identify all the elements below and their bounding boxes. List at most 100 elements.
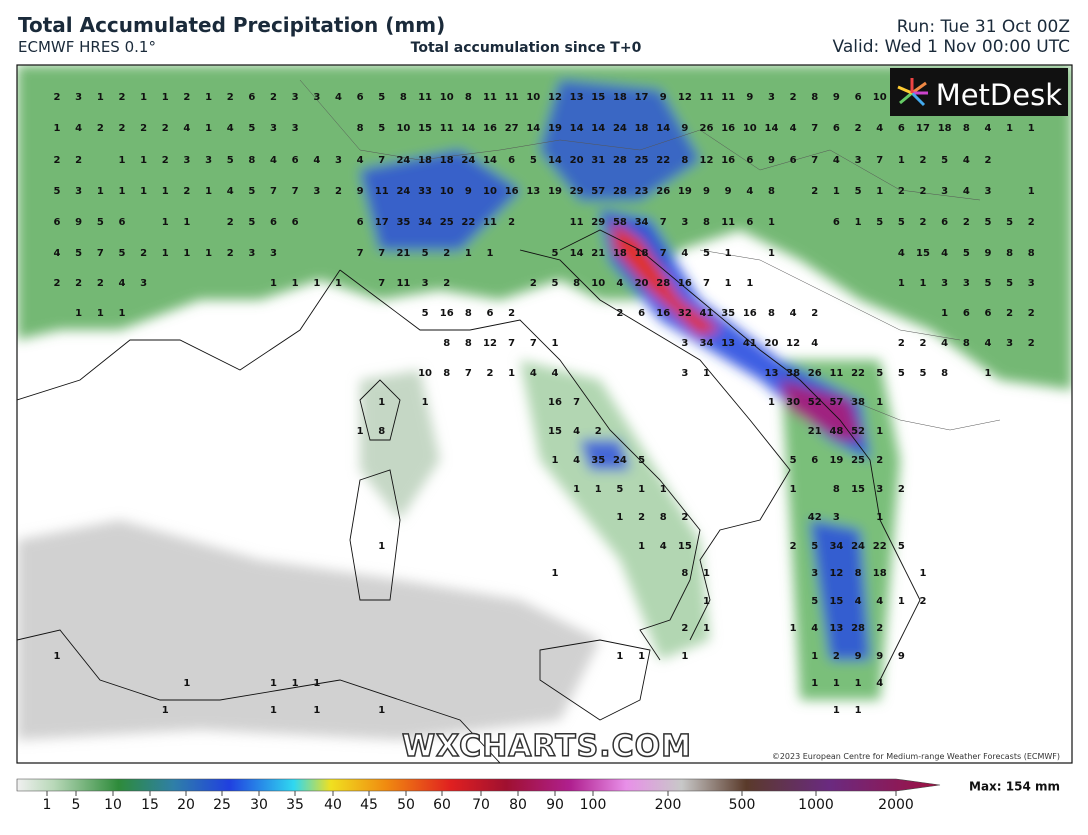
precip-label: 2 [855,123,862,134]
precip-label: 3 [963,278,970,289]
precip-label: 8 [1006,248,1013,259]
precip-label: 1 [898,596,905,607]
precip-label: 1 [898,155,905,166]
precip-label: 17 [916,123,930,134]
precip-label: 1 [768,397,775,408]
precip-label: 16 [678,278,692,289]
precip-label: 1 [703,368,710,379]
precip-label: 4 [941,248,948,259]
precip-label: 4 [357,155,364,166]
precip-label: 4 [313,155,320,166]
precip-label: 1 [487,248,494,259]
precip-label: 5 [876,368,883,379]
precip-label: 6 [357,92,364,103]
precip-label: 2 [508,308,515,319]
precip-label: 4 [790,308,797,319]
precip-label: 10 [483,186,497,197]
precip-label: 1 [876,397,883,408]
precip-label: 1 [855,217,862,228]
precip-label: 1 [313,705,320,716]
precip-label: 6 [487,308,494,319]
precip-label: 14 [570,248,584,259]
precip-label: 19 [548,123,562,134]
precip-label: 4 [616,278,623,289]
precip-label: 12 [829,568,843,579]
precip-label: 18 [613,248,627,259]
precip-label: 8 [465,338,472,349]
precip-label: 5 [248,123,255,134]
precip-label: 5 [1006,217,1013,228]
precip-label: 8 [768,186,775,197]
precip-label: 7 [811,123,818,134]
precip-label: 18 [938,123,952,134]
precip-label: 28 [613,186,627,197]
precip-label: 1 [292,278,299,289]
precip-label: 2 [183,186,190,197]
copyright: ©2023 European Centre for Medium-range W… [772,752,1060,761]
precip-label: 12 [786,338,800,349]
precip-label: 4 [75,123,82,134]
precip-label: 2 [1028,308,1035,319]
precip-label: 5 [551,278,558,289]
precip-label: 2 [118,123,125,134]
precip-label: 17 [375,217,389,228]
precip-label: 4 [898,248,905,259]
precip-label: 5 [638,455,645,466]
precip-label: 1 [790,484,797,495]
precip-label: 5 [963,248,970,259]
precip-label: 7 [508,338,515,349]
precip-label: 1 [465,248,472,259]
precip-label: 10 [743,123,757,134]
precip-label: 2 [183,92,190,103]
precip-label: 1 [811,678,818,689]
precip-label: 3 [681,368,688,379]
colorbar-tick-label: 1 [43,797,52,813]
precip-label: 9 [681,123,688,134]
precip-label: 2 [811,186,818,197]
precip-label: 19 [829,455,843,466]
precip-label: 4 [573,455,580,466]
precip-label: 2 [75,155,82,166]
precip-label: 2 [508,217,515,228]
precip-label: 6 [963,308,970,319]
precip-label: 1 [118,155,125,166]
precip-label: 13 [764,368,778,379]
precip-label: 1 [790,623,797,634]
precip-label: 4 [876,123,883,134]
precip-label: 10 [873,92,887,103]
precip-label: 16 [548,397,562,408]
precip-label: 8 [855,568,862,579]
precip-label: 11 [829,368,843,379]
precip-label: 1 [703,623,710,634]
precip-label: 6 [638,308,645,319]
precip-label: 10 [440,186,454,197]
precip-label: 10 [396,123,410,134]
precip-label: 5 [530,155,537,166]
precip-label: 2 [963,217,970,228]
precip-label: 1 [313,278,320,289]
precip-label: 5 [118,248,125,259]
precip-label: 2 [616,308,623,319]
precip-label: 4 [876,596,883,607]
precip-label: 14 [483,155,497,166]
colorbar [16,778,941,792]
precip-label: 2 [1006,308,1013,319]
colorbar-tick-label: 15 [141,797,159,813]
precip-label: 2 [335,186,342,197]
precip-label: 6 [508,155,515,166]
precip-label: 6 [811,455,818,466]
colorbar-ticks: 1 5 10 15 20 25 30 35 40 45 50 60 70 80 90 100 200 500 100… [43,791,914,813]
precip-label: 1 [855,705,862,716]
precip-label: 5 [248,217,255,228]
precip-label: 1 [162,705,169,716]
precip-label: 2 [75,278,82,289]
precip-label: 9 [855,651,862,662]
precip-label: 9 [768,155,775,166]
precip-label: 35 [591,455,605,466]
precip-label: 14 [461,123,475,134]
precip-label: 2 [97,123,104,134]
colorbar-tick-label: 20 [177,797,195,813]
precip-label: 15 [851,484,865,495]
precip-label: 4 [963,186,970,197]
